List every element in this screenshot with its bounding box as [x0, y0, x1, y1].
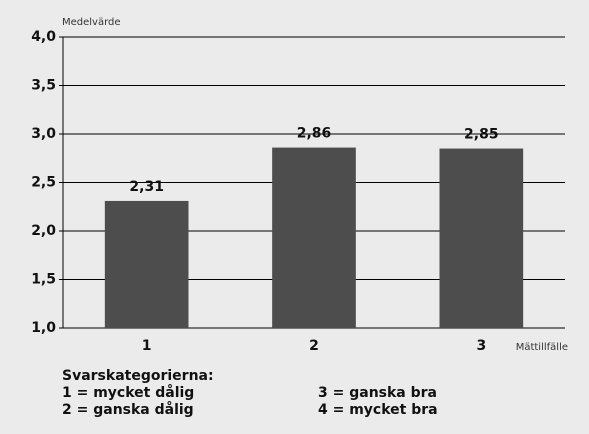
y-tick-label: 2,5 — [31, 175, 56, 191]
y-tick-label: 3,0 — [31, 126, 56, 142]
notes-title: Svarskategorierna: — [62, 368, 214, 384]
y-tick-label: 1,5 — [31, 272, 56, 288]
y-tick-label: 2,0 — [31, 223, 56, 239]
bar — [104, 200, 189, 328]
x-tick-label: 2 — [309, 338, 319, 354]
y-tick-label: 1,0 — [31, 320, 56, 336]
note-item: 3 = ganska bra — [318, 385, 437, 401]
y-tick-label: 3,5 — [31, 78, 56, 94]
note-item: 1 = mycket dålig — [62, 384, 194, 401]
y-axis-label: Medelvärde — [62, 17, 121, 28]
note-item: 4 = mycket bra — [318, 402, 438, 418]
y-tick-label: 4,0 — [31, 29, 56, 45]
bar — [439, 148, 524, 328]
data-label: 2,86 — [297, 126, 332, 142]
data-label: 2,85 — [464, 127, 499, 143]
x-tick-label: 3 — [476, 338, 486, 354]
data-label: 2,31 — [129, 179, 164, 195]
note-item: 2 = ganska dålig — [62, 401, 194, 418]
bar — [272, 147, 356, 328]
x-axis-label: Mättillfälle — [516, 342, 568, 353]
x-tick-label: 1 — [142, 338, 152, 354]
